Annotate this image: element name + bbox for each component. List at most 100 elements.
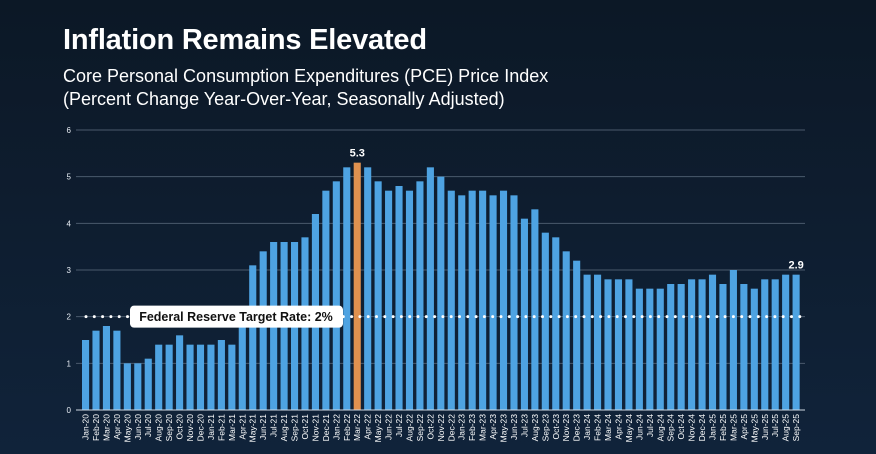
bar-Jan-25 [708, 274, 717, 410]
x-tick-label: Oct-21 [300, 414, 310, 440]
bar-Jul-24 [646, 288, 654, 410]
bar-Feb-22 [343, 167, 351, 410]
x-tick-label: Jan-23 [457, 414, 467, 440]
x-tick-label: Nov-24 [687, 414, 697, 442]
data-label: 5.3 [350, 148, 365, 160]
chart-subtitle-line-2: (Percent Change Year-Over-Year, Seasonal… [63, 89, 505, 109]
x-tick-label: Jul-25 [770, 414, 780, 437]
bar-Apr-24 [614, 279, 623, 410]
bar-Mar-25 [729, 270, 737, 410]
y-tick-label: 0 [67, 406, 72, 415]
x-tick-label: Feb-21 [216, 414, 226, 441]
x-tick-label: Jun-23 [509, 414, 519, 440]
bar-Apr-25 [740, 284, 748, 410]
bar-Apr-23 [489, 195, 497, 410]
bar-Nov-24 [688, 279, 696, 410]
bar-May-24 [625, 279, 633, 410]
x-tick-label: Aug-20 [154, 414, 164, 442]
x-tick-label: Apr-21 [237, 414, 247, 440]
x-tick-label: Apr-23 [488, 414, 498, 440]
bar-May-21 [249, 265, 257, 410]
x-tick-label: Jan-20 [81, 414, 91, 440]
x-tick-label: Mar-21 [227, 414, 237, 441]
bar-Apr-21 [238, 316, 246, 410]
x-tick-label: Apr-22 [363, 414, 373, 440]
bar-Jun-20 [134, 363, 142, 410]
x-tick-label: May-22 [373, 414, 383, 443]
bar-May-22 [374, 181, 382, 410]
bar-Jan-24 [583, 274, 591, 410]
target-rate-label-box [130, 305, 343, 328]
x-tick-label: Oct-20 [175, 414, 185, 440]
x-tick-label: Feb-25 [718, 414, 728, 441]
x-tick-label: Jul-24 [645, 414, 655, 437]
bar-May-25 [750, 288, 758, 410]
x-tick-label: Mar-25 [728, 414, 738, 441]
y-tick-label: 6 [67, 126, 72, 135]
bar-Jun-24 [635, 288, 643, 410]
bar-Jan-23 [458, 195, 466, 410]
bar-Oct-22 [426, 167, 434, 410]
x-tick-label: Oct-23 [551, 414, 561, 440]
bar-Jan-21 [207, 344, 215, 410]
bar-Feb-24 [594, 274, 602, 410]
bar-Apr-20 [113, 330, 121, 410]
x-tick-label: Aug-24 [655, 414, 665, 442]
bar-Feb-23 [468, 190, 476, 410]
x-tick-label: May-24 [624, 414, 634, 443]
bar-Feb-20 [92, 330, 100, 410]
bar-Dec-21 [322, 190, 330, 410]
x-tick-label: Jun-24 [634, 414, 644, 440]
bar-May-23 [499, 190, 508, 410]
x-tick-label: Jun-21 [258, 414, 268, 440]
x-tick-label: Mar-23 [478, 414, 488, 441]
data-label: 2.9 [788, 260, 803, 272]
bar-Feb-21 [217, 340, 225, 410]
x-tick-label: Jan-25 [708, 414, 718, 440]
y-tick-label: 4 [67, 219, 72, 228]
bar-Jan-20 [82, 340, 90, 410]
x-tick-label: Aug-23 [530, 414, 540, 442]
x-tick-label: Sep-22 [415, 414, 425, 442]
x-tick-label: Jul-20 [143, 414, 153, 437]
bar-Sep-22 [416, 181, 424, 410]
chart-title: Inflation Remains Elevated [63, 24, 427, 56]
x-tick-label: Jun-22 [384, 414, 394, 440]
x-tick-label: May-21 [248, 414, 258, 443]
bar-Sep-20 [165, 344, 173, 410]
x-tick-label: Jul-21 [269, 414, 279, 437]
x-tick-label: Jan-24 [582, 414, 592, 440]
x-tick-label: Oct-24 [676, 414, 686, 440]
y-tick-label: 3 [67, 266, 72, 275]
x-tick-label: Jun-25 [760, 414, 770, 440]
x-tick-label: Nov-21 [310, 414, 320, 442]
x-tick-label: Oct-22 [425, 414, 435, 440]
x-tick-label: Dec-23 [572, 414, 582, 442]
bar-Dec-24 [698, 279, 706, 410]
bar-Jun-23 [510, 195, 518, 410]
bar-Jun-21 [259, 251, 267, 410]
x-tick-label: Apr-20 [112, 414, 122, 440]
bar-May-20 [123, 363, 131, 410]
bar-Sep-23 [541, 232, 549, 410]
bar-Nov-20 [186, 344, 194, 410]
x-tick-label: Apr-24 [613, 414, 623, 440]
target-rate-label: Federal Reserve Target Rate: 2% [139, 310, 333, 324]
x-tick-label: May-23 [499, 414, 509, 443]
x-tick-label: Dec-20 [195, 414, 205, 442]
x-tick-label: May-25 [749, 414, 759, 443]
x-tick-label: Aug-22 [404, 414, 414, 442]
bar-Jul-23 [520, 218, 528, 410]
bar-Jun-25 [761, 279, 769, 410]
bar-Dec-23 [573, 260, 581, 410]
x-tick-label: Jul-23 [519, 414, 529, 437]
x-tick-label: Mar-20 [101, 414, 111, 441]
bar-Jul-25 [771, 279, 779, 410]
x-tick-label: Sep-23 [540, 414, 550, 442]
x-tick-label: Sep-24 [666, 414, 676, 442]
x-tick-label: Feb-24 [593, 414, 603, 441]
x-tick-label: Mar-24 [603, 414, 613, 441]
x-tick-label: Feb-20 [91, 414, 101, 441]
x-tick-label: Aug-21 [279, 414, 289, 442]
